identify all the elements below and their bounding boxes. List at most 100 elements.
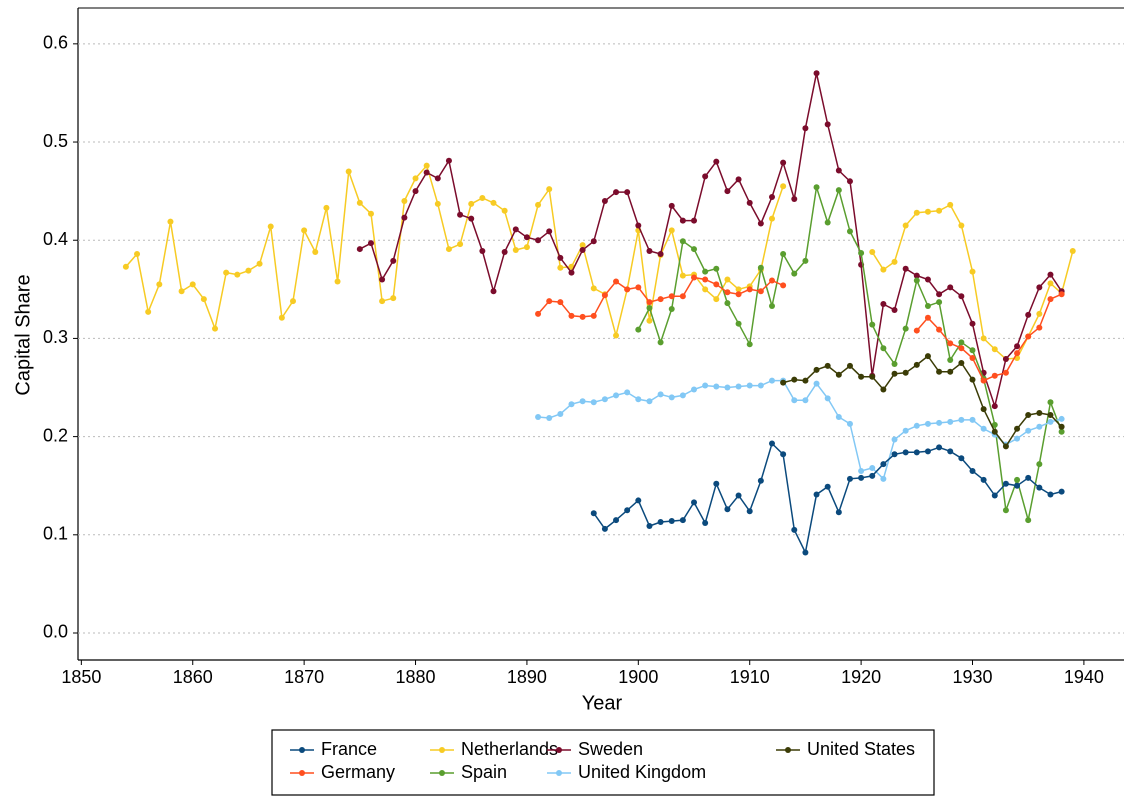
data-point [902, 265, 909, 272]
data-point [780, 379, 787, 386]
data-point [167, 218, 174, 225]
data-point [590, 399, 597, 406]
data-point [880, 461, 887, 468]
data-point [913, 449, 920, 456]
x-tick-label: 1850 [61, 667, 101, 687]
data-point [913, 422, 920, 429]
data-point [646, 398, 653, 405]
data-point [590, 285, 597, 292]
data-point [679, 517, 686, 524]
data-point [267, 223, 274, 230]
y-tick-label: 0.5 [43, 131, 68, 151]
data-point [835, 413, 842, 420]
data-point [412, 188, 419, 195]
data-point [713, 480, 720, 487]
data-point [156, 281, 163, 288]
data-point [869, 465, 876, 472]
y-tick-label: 0.1 [43, 524, 68, 544]
data-point [768, 215, 775, 222]
data-point [1047, 399, 1054, 406]
data-point [245, 267, 252, 274]
data-point [858, 249, 865, 256]
data-point [724, 188, 731, 195]
y-axis-label: Capital Share [12, 274, 34, 395]
data-point [646, 248, 653, 255]
data-point [668, 305, 675, 312]
legend-label: Germany [321, 762, 395, 782]
data-point [802, 377, 809, 384]
data-point [635, 326, 642, 333]
data-point [512, 247, 519, 254]
data-point [780, 183, 787, 190]
data-point [813, 380, 820, 387]
data-point [947, 340, 954, 347]
data-point [880, 345, 887, 352]
data-point [713, 383, 720, 390]
data-point [1047, 418, 1054, 425]
data-point [768, 303, 775, 310]
data-point [1058, 291, 1065, 298]
data-point [557, 264, 564, 271]
data-point [980, 377, 987, 384]
data-point [490, 199, 497, 206]
data-point [880, 475, 887, 482]
data-point [947, 448, 954, 455]
data-point [679, 293, 686, 300]
data-point [891, 370, 898, 377]
data-point [780, 159, 787, 166]
data-point [702, 173, 709, 180]
data-point [646, 299, 653, 306]
data-point [323, 204, 330, 211]
legend-marker [785, 747, 791, 753]
data-point [1058, 415, 1065, 422]
data-point [546, 228, 553, 235]
legend-label: Sweden [578, 739, 643, 759]
data-point [679, 272, 686, 279]
data-point [724, 300, 731, 307]
data-point [835, 509, 842, 516]
data-point [768, 377, 775, 384]
data-point [991, 346, 998, 353]
data-point [535, 310, 542, 317]
data-point [1014, 343, 1021, 350]
data-point [802, 397, 809, 404]
data-point [947, 284, 954, 291]
data-point [401, 214, 408, 221]
data-point [724, 276, 731, 283]
data-point [768, 440, 775, 447]
data-point [813, 491, 820, 498]
data-point [635, 396, 642, 403]
data-point [958, 345, 965, 352]
series-line [782, 355, 1063, 448]
data-point [122, 263, 129, 270]
data-point [924, 303, 931, 310]
data-point [936, 326, 943, 333]
data-point [936, 419, 943, 426]
data-point [601, 525, 608, 532]
data-point [579, 398, 586, 405]
data-point [635, 222, 642, 229]
data-point [1036, 410, 1043, 417]
data-point [557, 254, 564, 261]
y-tick-label: 0.4 [43, 229, 68, 249]
data-point [891, 360, 898, 367]
data-point [579, 313, 586, 320]
data-point [802, 125, 809, 132]
data-point [657, 296, 664, 303]
data-point [824, 121, 831, 128]
data-point [969, 416, 976, 423]
data-point [490, 288, 497, 295]
data-point [969, 320, 976, 327]
y-tick-label: 0.3 [43, 327, 68, 347]
y-tick-label: 0.6 [43, 33, 68, 53]
data-point [691, 217, 698, 224]
data-point [813, 70, 820, 77]
data-point [891, 436, 898, 443]
data-point [1002, 480, 1009, 487]
data-point [1047, 280, 1054, 287]
data-point [401, 197, 408, 204]
data-point [947, 368, 954, 375]
legend-marker [439, 747, 445, 753]
data-point [891, 258, 898, 265]
